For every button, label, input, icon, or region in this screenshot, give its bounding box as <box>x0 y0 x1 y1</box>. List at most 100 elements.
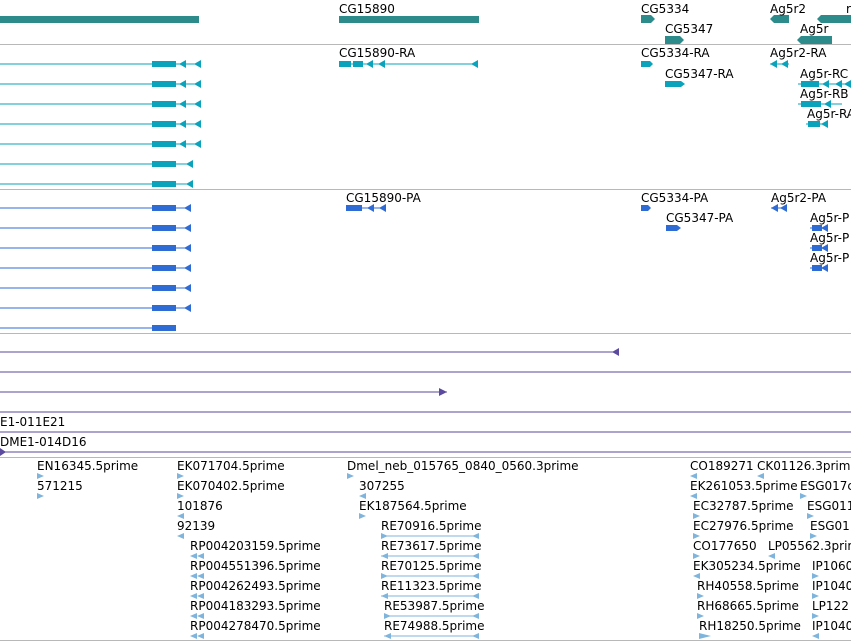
est-glyph[interactable] <box>381 573 479 579</box>
est-label[interactable]: RE74988.5prime <box>384 619 485 633</box>
est-label[interactable]: RP004278470.5prime <box>190 619 321 633</box>
est-glyph[interactable] <box>810 533 817 539</box>
protein-ag5r-p2[interactable] <box>810 244 828 252</box>
est-glyph[interactable] <box>190 553 204 559</box>
protein-left-4[interactable] <box>0 264 191 272</box>
est-label[interactable]: RE11323.5prime <box>381 579 482 593</box>
est-label[interactable]: 92139 <box>177 519 216 533</box>
protein-label-ag5r2-pa[interactable]: Ag5r2-PA <box>771 191 827 205</box>
gene-glyph-ag5r[interactable] <box>797 36 832 44</box>
transcript-left-2[interactable] <box>0 80 201 88</box>
est-label[interactable]: LP05562.3prime <box>768 539 851 553</box>
gene-label-ag5r2[interactable]: Ag5r2 <box>770 2 807 16</box>
est-label[interactable]: EK305234.5prime <box>693 559 801 573</box>
protein-cg5334-pa[interactable] <box>641 205 651 211</box>
gene-label-ag5r[interactable]: Ag5r <box>800 22 829 36</box>
est-glyph[interactable] <box>697 593 704 599</box>
est-label[interactable]: RE73617.5prime <box>381 539 482 553</box>
transcript-label-ag5r-ra[interactable]: Ag5r-RA <box>807 107 851 121</box>
est-label[interactable]: EC32787.5prime <box>693 499 794 513</box>
est-label[interactable]: 101876 <box>177 499 223 513</box>
est-label[interactable]: RE70125.5prime <box>381 559 482 573</box>
gene-label-cg5334[interactable]: CG5334 <box>641 2 690 16</box>
transcript-ag5r-ra[interactable] <box>806 120 828 128</box>
est-glyph[interactable] <box>381 533 479 539</box>
est-label[interactable]: 571215 <box>37 479 83 493</box>
est-glyph[interactable] <box>177 513 184 519</box>
est-glyph[interactable] <box>177 493 184 499</box>
gene-label-cg5347[interactable]: CG5347 <box>665 22 714 36</box>
transcript-ag5r-rb[interactable] <box>798 100 842 108</box>
clone-6[interactable] <box>0 448 851 456</box>
est-label[interactable]: RH18250.5prime <box>699 619 801 633</box>
est-label[interactable]: IP1060 <box>812 559 851 573</box>
est-label[interactable]: Dmel_neb_015765_0840_0560.3prime <box>347 459 579 473</box>
est-label[interactable]: IP1040 <box>812 579 851 593</box>
est-glyph[interactable] <box>37 473 44 479</box>
est-glyph[interactable] <box>757 473 764 479</box>
clone-3[interactable] <box>0 388 447 396</box>
est-glyph[interactable] <box>177 473 184 479</box>
protein-left-6[interactable] <box>0 304 191 312</box>
est-glyph[interactable] <box>381 553 479 559</box>
est-glyph[interactable] <box>690 473 697 479</box>
protein-left-3[interactable] <box>0 244 191 252</box>
est-glyph[interactable] <box>384 633 479 639</box>
est-glyph[interactable] <box>812 613 819 619</box>
est-glyph[interactable] <box>699 633 711 639</box>
est-label[interactable]: RP004551396.5prime <box>190 559 321 573</box>
est-label[interactable]: EK070402.5prime <box>177 479 285 493</box>
est-glyph[interactable] <box>690 493 697 499</box>
gene-label-cg15890[interactable]: CG15890 <box>339 2 395 16</box>
est-label[interactable]: RE53987.5prime <box>384 599 485 613</box>
est-label[interactable]: EK261053.5prime <box>690 479 798 493</box>
protein-cg5347-pa[interactable] <box>666 225 681 231</box>
protein-left-5[interactable] <box>0 284 191 292</box>
est-label[interactable]: EK071704.5prime <box>177 459 285 473</box>
transcript-left-4[interactable] <box>0 120 201 128</box>
transcript-cg15890-ra[interactable] <box>339 60 478 68</box>
gene-glyph[interactable] <box>0 16 199 23</box>
est-glyph[interactable] <box>693 573 700 579</box>
est-label[interactable]: ESG017c <box>800 479 851 493</box>
est-glyph[interactable] <box>347 473 354 479</box>
clone-1[interactable] <box>0 348 619 356</box>
protein-cg15890-pa[interactable] <box>346 204 386 212</box>
est-glyph[interactable] <box>768 553 775 559</box>
est-label[interactable]: 307255 <box>359 479 405 493</box>
est-label[interactable]: RP004262493.5prime <box>190 579 321 593</box>
transcript-label-cg5334-ra[interactable]: CG5334-RA <box>641 46 710 60</box>
gene-glyph-edge[interactable] <box>817 15 851 23</box>
transcript-ag5r2-ra[interactable] <box>770 60 789 68</box>
est-glyph[interactable] <box>812 593 819 599</box>
est-label[interactable]: RH68665.5prime <box>697 599 799 613</box>
protein-label-ag5r-p1[interactable]: Ag5r-P <box>810 211 850 225</box>
est-label[interactable]: RP004203159.5prime <box>190 539 321 553</box>
protein-label-cg5347-pa[interactable]: CG5347-PA <box>666 211 734 225</box>
protein-label-cg5334-pa[interactable]: CG5334-PA <box>641 191 709 205</box>
transcript-label-cg5347-ra[interactable]: CG5347-RA <box>665 67 734 81</box>
transcript-left-3[interactable] <box>0 100 201 108</box>
transcript-label-ag5r-rc[interactable]: Ag5r-RC <box>800 67 849 81</box>
est-label[interactable]: CO177650 <box>693 539 757 553</box>
est-glyph[interactable] <box>693 513 700 519</box>
est-glyph[interactable] <box>190 633 204 639</box>
protein-label-ag5r-p2[interactable]: Ag5r-P <box>810 231 850 245</box>
est-glyph[interactable] <box>190 613 204 619</box>
protein-left-1[interactable] <box>0 204 191 212</box>
protein-label-ag5r-p3[interactable]: Ag5r-P <box>810 251 850 265</box>
protein-ag5r2-pa[interactable] <box>771 204 787 212</box>
est-glyph[interactable] <box>807 513 814 519</box>
protein-ag5r-p1[interactable] <box>810 224 828 232</box>
transcript-left-7[interactable] <box>0 180 193 188</box>
clone-label-1[interactable]: E1-011E21 <box>0 415 66 429</box>
est-glyph[interactable] <box>812 573 819 579</box>
est-label[interactable]: RP004183293.5prime <box>190 599 321 613</box>
est-glyph[interactable] <box>697 613 704 619</box>
gene-glyph-cg5334[interactable] <box>641 15 655 23</box>
transcript-cg5347-ra[interactable] <box>665 81 685 87</box>
transcript-label-ag5r-rb[interactable]: Ag5r-RB <box>800 87 849 101</box>
est-glyph[interactable] <box>693 533 700 539</box>
transcript-label-ag5r2-ra[interactable]: Ag5r2-RA <box>770 46 827 60</box>
est-glyph[interactable] <box>812 633 819 639</box>
